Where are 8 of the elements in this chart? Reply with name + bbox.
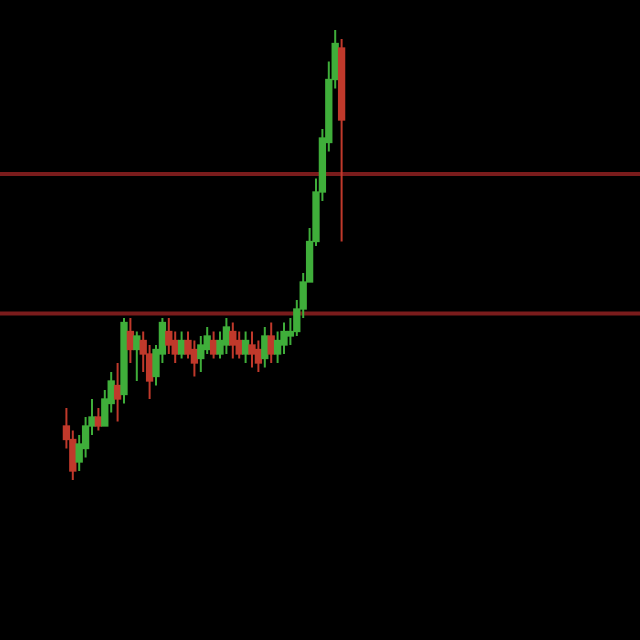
candlestick [165,317,173,355]
candlestick [248,330,256,369]
candlestick [261,326,269,369]
candlestick [133,330,141,382]
candlestick [280,321,288,355]
candlestick [197,335,205,373]
candlestick [273,330,282,364]
candlestick [229,321,237,360]
